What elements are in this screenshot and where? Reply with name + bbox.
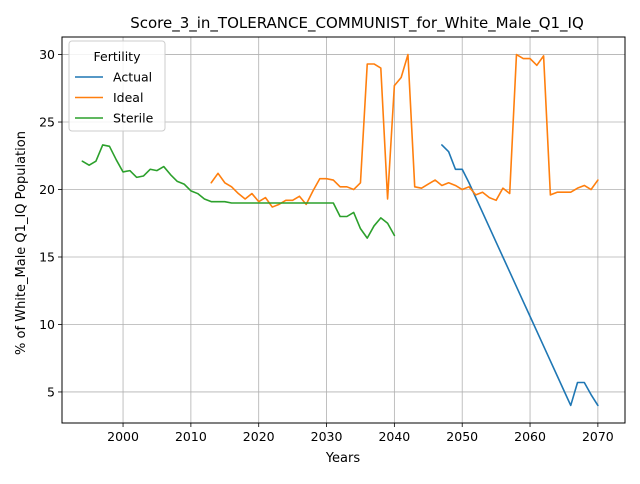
- x-tick-label: 2050: [446, 429, 478, 444]
- plot-frame: [61, 36, 626, 424]
- x-axis-label: Years: [325, 451, 361, 466]
- series-lines: [81, 53, 599, 407]
- y-tick-label: 15: [39, 249, 55, 264]
- y-tick-label: 30: [39, 47, 55, 62]
- legend-entry-ideal: Ideal: [75, 90, 143, 105]
- y-tick-label: 5: [47, 384, 55, 399]
- legend-entry-sterile: Sterile: [75, 111, 154, 126]
- x-tick-label: 2070: [582, 429, 614, 444]
- chart-title: Score_3_in_TOLERANCE_COMMUNIST_for_White…: [130, 14, 584, 33]
- axis-ticks: 2000 2010 2020 2030 2040 2050 2060 2070 5 10 15 20 2…: [39, 47, 614, 444]
- x-tick-label: 2010: [175, 429, 207, 444]
- legend-label: Sterile: [113, 111, 154, 126]
- series-line-actual: [441, 144, 599, 407]
- legend-label: Actual: [113, 70, 152, 85]
- y-axis-label: % of White_Male Q1_IQ Population: [14, 131, 29, 355]
- legend-box: [68, 40, 166, 132]
- legend: Fertility Actual Ideal Sterile: [68, 40, 166, 132]
- legend-label: Ideal: [113, 90, 143, 105]
- x-tick-label: 2020: [243, 429, 275, 444]
- y-tick-label: 25: [39, 115, 55, 130]
- x-tick-label: 2060: [514, 429, 546, 444]
- y-tick-label: 10: [39, 317, 55, 332]
- series-line-ideal: [210, 53, 599, 208]
- series-line-sterile: [81, 144, 396, 239]
- x-tick-label: 2000: [107, 429, 139, 444]
- grid-lines: [62, 37, 625, 423]
- legend-entry-actual: Actual: [75, 70, 152, 85]
- y-tick-label: 20: [39, 182, 55, 197]
- x-tick-label: 2030: [311, 429, 343, 444]
- x-tick-label: 2040: [378, 429, 410, 444]
- legend-title: Fertility: [94, 49, 142, 64]
- legend-entries: Actual Ideal Sterile: [75, 70, 154, 126]
